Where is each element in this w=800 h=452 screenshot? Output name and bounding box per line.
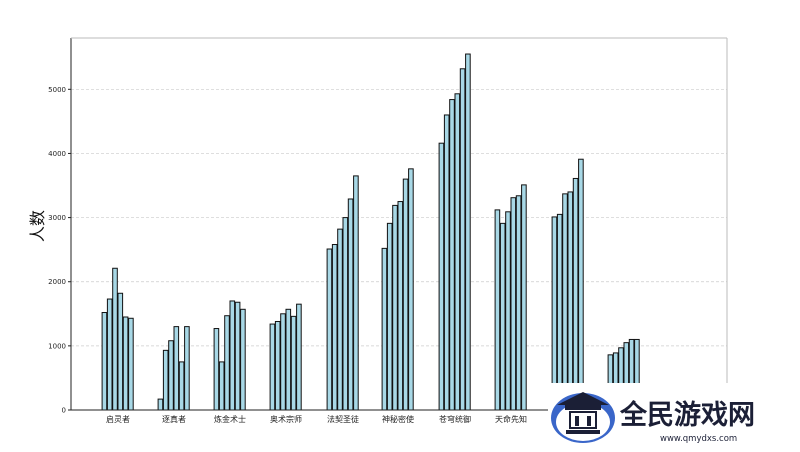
bar xyxy=(240,308,246,411)
bar xyxy=(381,247,388,411)
bar xyxy=(218,361,225,411)
x-tick-label: 炼金术士 xyxy=(214,414,246,424)
bar xyxy=(173,326,180,411)
bar xyxy=(521,184,527,411)
bar xyxy=(494,209,501,411)
bar xyxy=(562,193,568,411)
bar xyxy=(392,204,398,411)
bar xyxy=(331,244,338,411)
bar xyxy=(578,158,584,411)
bar xyxy=(515,195,522,411)
bar xyxy=(229,300,236,411)
y-tick-label: 2000 xyxy=(48,278,66,286)
bar xyxy=(572,177,579,411)
x-tick-labels: 启灵者 逐真者 炼金术士 奥术宗师 法契圣徒 神秘密使 苍穹统御 天命先知 xyxy=(106,414,527,424)
bar xyxy=(397,201,404,411)
bar xyxy=(567,191,574,411)
y-tick-label: 4000 xyxy=(48,150,66,158)
x-tick-label: 逐真者 xyxy=(162,414,186,424)
watermark-logo-icon xyxy=(551,392,615,443)
y-tick-label: 0 xyxy=(62,407,66,415)
bar xyxy=(465,53,471,411)
bar xyxy=(326,248,333,411)
bar xyxy=(438,142,445,411)
x-tick-label: 法契圣徒 xyxy=(327,414,359,424)
bar xyxy=(184,326,190,411)
bar xyxy=(106,298,113,411)
bar xyxy=(454,93,461,411)
x-tick-label: 启灵者 xyxy=(106,414,130,424)
bar xyxy=(234,301,241,411)
bar xyxy=(112,267,118,411)
bar xyxy=(459,68,466,411)
bar xyxy=(556,213,563,411)
bar xyxy=(178,361,185,411)
x-tick-label: 奥术宗师 xyxy=(270,414,302,424)
bar xyxy=(269,323,276,411)
bars xyxy=(101,53,640,411)
bar xyxy=(353,175,359,411)
grid-lines xyxy=(71,88,727,347)
bar xyxy=(290,315,297,411)
bar xyxy=(296,303,302,411)
x-tick-label: 天命先知 xyxy=(495,414,527,424)
bar xyxy=(285,308,292,411)
watermark: 全民游戏网 www.qmydxs.com xyxy=(548,383,800,452)
bar xyxy=(510,197,517,411)
bar xyxy=(386,222,393,411)
watermark-title: 全民游戏网 xyxy=(619,399,755,431)
bar xyxy=(499,222,506,411)
y-ticks: 0 1000 2000 3000 4000 5000 xyxy=(48,86,71,415)
y-tick-label: 3000 xyxy=(48,214,66,222)
bar xyxy=(449,99,455,411)
bar xyxy=(347,198,354,411)
bar xyxy=(342,217,349,411)
x-tick-label: 神秘密使 xyxy=(382,414,414,424)
bar xyxy=(443,114,450,411)
y-tick-label: 5000 xyxy=(48,86,66,94)
bar xyxy=(408,168,414,411)
bar xyxy=(402,178,409,411)
y-axis-label: 人数 xyxy=(28,210,47,242)
bar xyxy=(213,328,220,411)
bar xyxy=(274,320,281,411)
bar xyxy=(157,398,164,411)
bar xyxy=(122,316,129,411)
bar xyxy=(117,292,124,411)
bar xyxy=(168,340,174,411)
bar xyxy=(162,349,169,411)
y-tick-label: 1000 xyxy=(48,342,66,350)
bar xyxy=(101,312,108,411)
bar xyxy=(551,216,558,411)
x-tick-label: 苍穹统御 xyxy=(439,414,471,424)
bar xyxy=(128,317,134,411)
bar xyxy=(505,211,511,411)
bar xyxy=(280,313,286,411)
bar xyxy=(337,228,343,411)
watermark-url: www.qmydxs.com xyxy=(660,434,737,444)
bar xyxy=(224,315,230,411)
